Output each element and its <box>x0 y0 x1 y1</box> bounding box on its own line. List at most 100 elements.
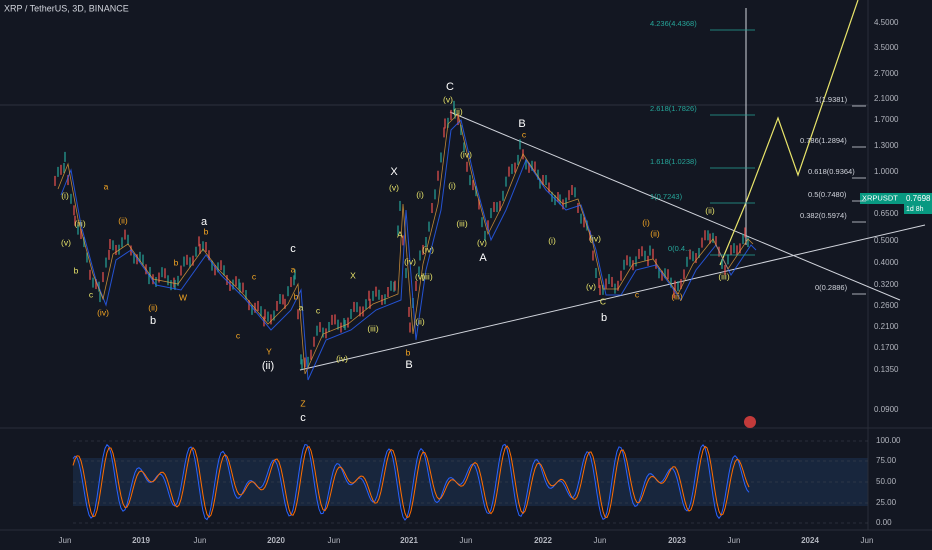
wave-label: a <box>104 181 109 191</box>
wave-label: (iv) <box>460 149 472 159</box>
wave-label: (iii) <box>456 218 467 228</box>
projection-path <box>719 0 859 266</box>
wave-label: A <box>479 252 487 264</box>
price-tick-label: 2.1000 <box>874 94 899 103</box>
wave-label: (iv) <box>336 353 348 363</box>
wave-label: (iii) <box>671 291 682 301</box>
price-tick-label: 0.1350 <box>874 365 899 374</box>
price-tick-label: 1.0000 <box>874 167 899 176</box>
wave-label: b <box>74 265 79 275</box>
time-tick-label: 2019 <box>132 536 150 545</box>
wave-label: c <box>522 129 527 139</box>
wave-label: a <box>291 264 296 274</box>
wave-label: (iv) <box>404 256 416 266</box>
wave-label: (v) <box>443 94 453 104</box>
wave-label: c <box>290 243 296 255</box>
wave-label: (v) <box>586 281 596 291</box>
time-tick-label: 2022 <box>534 536 552 545</box>
wave-label: (i) <box>61 190 69 200</box>
wave-label: (ii) <box>650 228 660 238</box>
wave-label: C <box>600 296 606 306</box>
fib-label: 1(0.7243) <box>650 192 683 201</box>
wave-label: (i) <box>448 180 456 190</box>
fib-label: 0(0.4... <box>668 244 691 253</box>
trendline <box>299 224 926 371</box>
price-tick-label: 0.1700 <box>874 343 899 352</box>
fib-label: 1(1.9381) <box>815 95 848 104</box>
wave-label: (iii) <box>74 218 85 228</box>
price-tick-label: 1.7000 <box>874 115 899 124</box>
price-tick-label: 0.6500 <box>874 209 899 218</box>
stoch-d <box>72 445 750 519</box>
fib-label: 0.618(0.9364) <box>808 167 855 176</box>
wave-label: A <box>397 229 403 239</box>
wave-label: (ii) <box>705 205 715 215</box>
trendline <box>449 111 901 301</box>
wave-label: (iii) <box>718 271 729 281</box>
symbol-title: XRP / TetherUS, 3D, BINANCE <box>4 3 129 13</box>
wave-label: (iii) <box>367 323 378 333</box>
wave-label: b <box>204 226 209 236</box>
time-tick-label: Jun <box>328 536 341 545</box>
wave-label: (ii) <box>148 302 158 312</box>
ticker: XRPUSDT <box>862 193 898 202</box>
osc-tick-label: 0.00 <box>876 518 892 527</box>
time-tick-label: 2024 <box>801 536 819 545</box>
price-tick-label: 3.5000 <box>874 43 899 52</box>
time-tick-label: 2023 <box>668 536 686 545</box>
fib-label: 0(0.2886) <box>815 283 848 292</box>
time-tick-label: Jun <box>728 536 741 545</box>
wave-label: (iii) <box>421 271 432 281</box>
price-tick-label: 4.5000 <box>874 18 899 27</box>
wave-label: a <box>201 216 208 228</box>
wave-label: c <box>236 330 241 340</box>
price-tick-label: 0.0900 <box>874 405 899 414</box>
fib-label: 1.618(1.0238) <box>650 157 697 166</box>
price-badge <box>904 193 932 214</box>
price-tick-label: 0.2100 <box>874 322 899 331</box>
moving-average <box>57 113 754 375</box>
wave-label: c <box>300 412 306 424</box>
fib-label: 0.786(1.2894) <box>800 136 847 145</box>
wave-label: (i) <box>642 217 650 227</box>
price-tick-label: 0.3200 <box>874 280 899 289</box>
wave-label: (ii) <box>262 360 274 372</box>
wave-label: b <box>174 257 179 267</box>
wave-label: (iv) <box>97 307 109 317</box>
wave-label: (iv) <box>589 233 601 243</box>
wave-label: (ii) <box>118 215 128 225</box>
ticker-badge <box>860 193 904 204</box>
wave-label: c <box>89 289 94 299</box>
fib-label: 0.382(0.5974) <box>800 211 847 220</box>
wave-label: b <box>601 312 607 324</box>
event-icon[interactable] <box>744 416 756 428</box>
wave-label: (ii) <box>415 316 425 326</box>
time-tick-label: Jun <box>594 536 607 545</box>
wave-label: Y <box>266 346 272 356</box>
osc-tick-label: 50.00 <box>876 477 897 486</box>
wave-label: W <box>179 292 187 302</box>
time-tick-label: Jun <box>460 536 473 545</box>
time-tick-label: Jun <box>861 536 874 545</box>
fib-label: 2.618(1.7826) <box>650 104 697 113</box>
price-series <box>54 100 757 381</box>
wave-label: b <box>294 291 299 301</box>
wave-label: (v) <box>415 271 425 281</box>
price-tick-label: 0.5000 <box>874 236 899 245</box>
fib-label: 0.5(0.7480) <box>808 190 847 199</box>
wave-label: X <box>350 270 356 280</box>
wave-label: (v) <box>477 237 487 247</box>
wave-label: B <box>518 118 525 130</box>
time-tick-label: 2021 <box>400 536 418 545</box>
wave-label: b <box>150 315 156 327</box>
price-tick-label: 1.3000 <box>874 141 899 150</box>
price-tick-label: 2.7000 <box>874 69 899 78</box>
wave-label: (v) <box>389 182 399 192</box>
wave-label: c <box>635 289 640 299</box>
stoch-k <box>72 443 750 521</box>
wave-label: (v) <box>61 237 71 247</box>
wave-label: a <box>299 302 304 312</box>
osc-tick-label: 100.00 <box>876 436 901 445</box>
